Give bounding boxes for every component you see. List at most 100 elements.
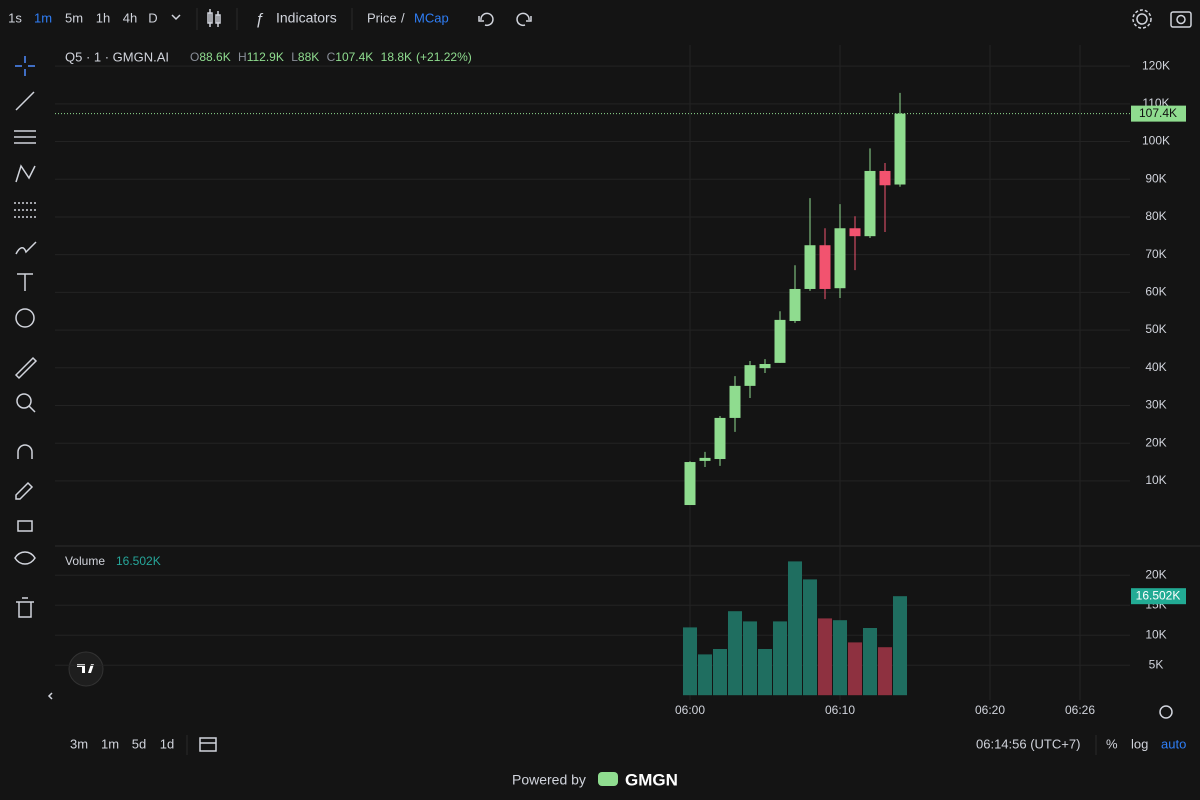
volume-bar	[878, 647, 892, 696]
candles-icon[interactable]	[207, 9, 221, 27]
text-tool[interactable]	[17, 273, 33, 291]
label: O	[190, 50, 199, 64]
clock: 06:14:56 (UTC+7)	[976, 736, 1080, 751]
delete-tool[interactable]	[16, 597, 34, 618]
magnet-tool[interactable]	[17, 444, 33, 459]
candle-body	[759, 364, 771, 369]
x-tick-label: 06:00	[675, 703, 705, 717]
channel-tool[interactable]	[14, 130, 36, 144]
change: 18.8K	[381, 50, 412, 64]
interval-button[interactable]: 5m	[65, 10, 83, 25]
volume-tag	[1131, 588, 1186, 605]
y-tick-label: 30K	[1145, 398, 1166, 412]
settings-icon-ring[interactable]	[1132, 9, 1152, 29]
pattern-tool[interactable]	[15, 164, 36, 183]
candle-body	[714, 417, 726, 460]
toggle-separator: /	[401, 10, 405, 25]
hide-tool[interactable]	[14, 551, 36, 565]
range-button[interactable]: 1d	[160, 736, 174, 751]
x-tick-label: 06:10	[825, 703, 855, 717]
undo[interactable]	[478, 12, 494, 27]
logo-circle	[68, 651, 104, 687]
volume-bar	[833, 620, 847, 696]
candle-body	[744, 365, 756, 386]
label: L	[291, 50, 298, 64]
collapse-toolbar[interactable]	[47, 692, 53, 700]
ruler-tool[interactable]	[14, 356, 38, 380]
price-tag-label: 107.4K	[1139, 106, 1177, 120]
left-toolbar	[14, 56, 53, 700]
brand: GMGN	[625, 770, 678, 789]
value: 107.4K	[335, 50, 373, 64]
label: C	[327, 50, 336, 64]
indicators-icon[interactable]: ƒ	[255, 11, 264, 28]
price-toggle[interactable]: Price	[367, 10, 397, 25]
volume-bar	[683, 627, 697, 696]
volume-bar	[728, 611, 742, 696]
volume-bar	[698, 654, 712, 696]
y-tick-label: 5K	[1149, 657, 1164, 671]
interval-button[interactable]: 1s	[8, 10, 22, 25]
lock-drawing-tool[interactable]	[15, 481, 34, 500]
volume-title: Volume	[65, 554, 105, 568]
y-tick-label: 10K	[1145, 627, 1166, 641]
percent-toggle[interactable]: %	[1106, 736, 1118, 751]
volume-bar	[773, 621, 787, 696]
y-tick-label: 60K	[1145, 285, 1166, 299]
auto-toggle[interactable]: auto	[1161, 736, 1186, 751]
logo-mark	[77, 664, 94, 673]
axis-settings[interactable]	[1159, 705, 1173, 719]
zoom-tool[interactable]	[16, 393, 32, 409]
price-tag	[1131, 105, 1186, 122]
value: 112.9K	[247, 50, 284, 64]
value: 88K	[298, 50, 319, 64]
candle-body	[774, 319, 786, 363]
line-tool[interactable]	[15, 91, 35, 111]
y-tick-label: 20K	[1145, 435, 1166, 449]
candle-body	[684, 462, 696, 506]
redo[interactable]	[516, 12, 532, 27]
y-tick-label: 50K	[1145, 322, 1166, 336]
candle-body	[849, 228, 861, 237]
y-tick-label: 120K	[1142, 58, 1170, 72]
volume-tag-label: 16.502K	[1136, 588, 1181, 602]
settings-icon[interactable]	[1136, 13, 1148, 25]
volume-bar	[863, 628, 877, 696]
interval-button[interactable]: 4h	[123, 10, 137, 25]
range-button[interactable]: 5d	[132, 736, 146, 751]
candle-body	[864, 170, 876, 237]
interval-button[interactable]: 1h	[96, 10, 110, 25]
y-tick-label: 20K	[1145, 567, 1166, 581]
screenshot-icon[interactable]	[1170, 11, 1192, 28]
y-tick-label: 40K	[1145, 360, 1166, 374]
candle-body	[699, 457, 711, 461]
y-tick-label: 10K	[1145, 473, 1166, 487]
mcap-toggle[interactable]: MCap	[414, 10, 449, 25]
tradingview-logo	[68, 651, 104, 687]
interval-dropdown[interactable]	[171, 14, 181, 21]
y-tick-label: 70K	[1145, 247, 1166, 261]
label: H	[238, 50, 247, 64]
volume-bar	[818, 618, 832, 696]
volume-value: 16.502K	[116, 554, 161, 568]
indicators-button[interactable]: Indicators	[276, 10, 337, 26]
interval-button[interactable]: 1m	[34, 10, 52, 25]
crosshair-tool[interactable]	[15, 56, 35, 76]
interval-button[interactable]: D	[148, 10, 157, 25]
log-toggle[interactable]: log	[1131, 736, 1148, 751]
candle-body	[894, 113, 906, 185]
candle-body	[789, 288, 801, 322]
brush-tool[interactable]	[15, 241, 37, 255]
value: 88.6K	[199, 50, 230, 64]
separators	[55, 8, 1200, 755]
range-button[interactable]: 3m	[70, 736, 88, 751]
zoom-tool-handle[interactable]	[28, 405, 36, 413]
date-range-icon[interactable]	[199, 737, 217, 752]
y-tick-label: 100K	[1142, 134, 1170, 148]
emoji-tool[interactable]	[15, 308, 35, 328]
candle-body	[879, 170, 891, 186]
candle-body	[834, 228, 846, 289]
range-button[interactable]: 1m	[101, 736, 119, 751]
lock-tool[interactable]	[17, 520, 33, 532]
change-pct: (+21.22%)	[416, 50, 472, 64]
